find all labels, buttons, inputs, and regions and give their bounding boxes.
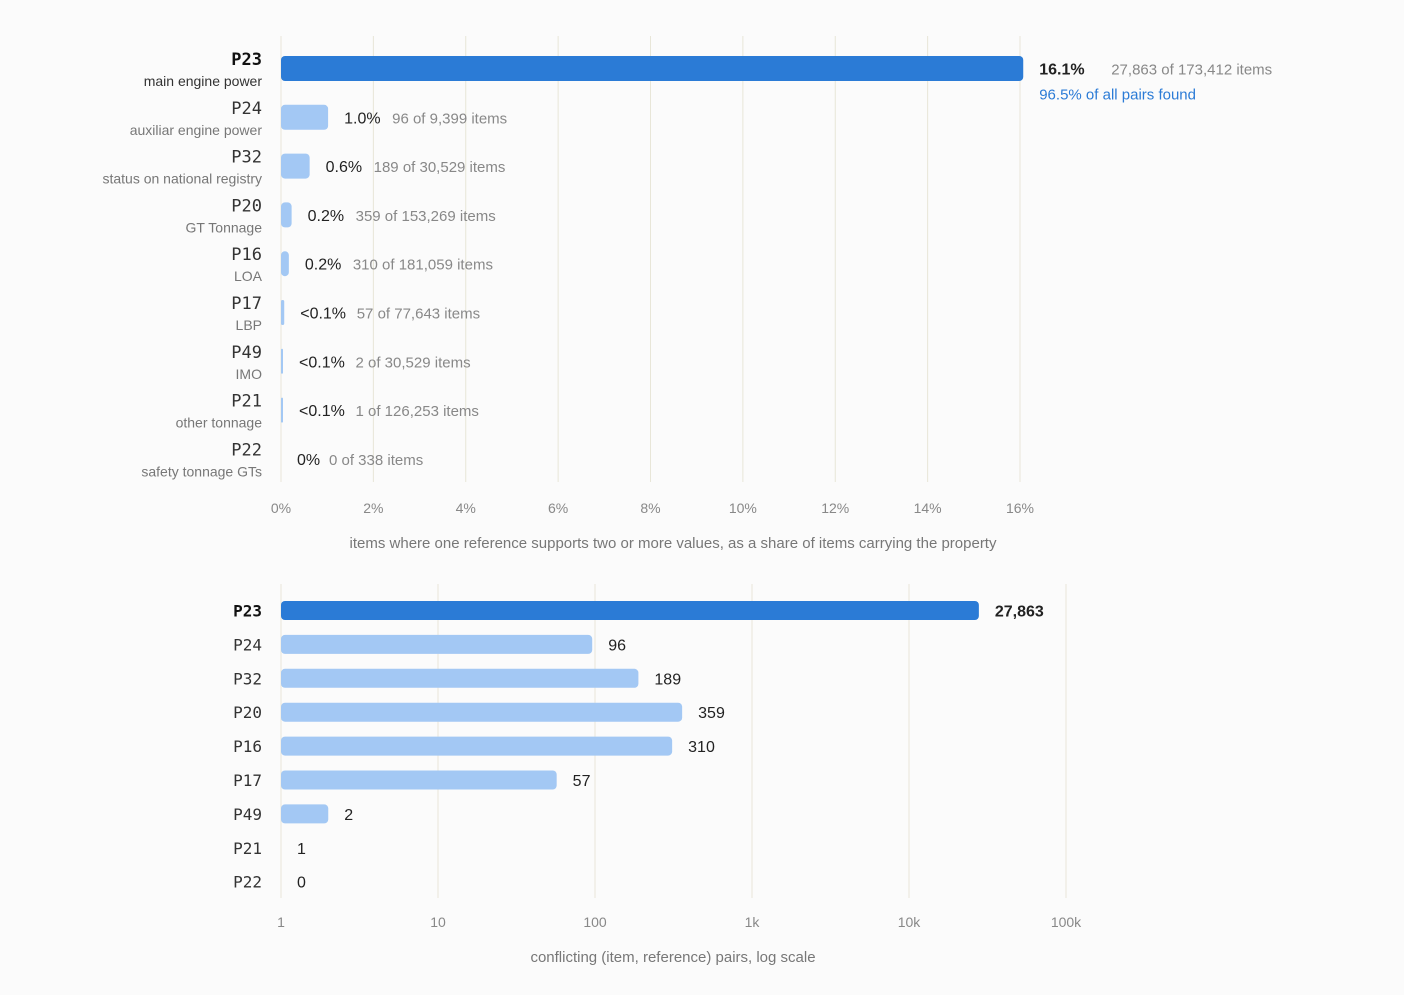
x-tick-label: 2% [363,500,383,516]
detail-label: 0 of 338 items [329,452,423,469]
bar [281,104,329,130]
detail-label: 310 of 181,059 items [353,257,493,274]
row-id-label: P22 [233,873,262,892]
detail-label: 96 of 9,399 items [392,110,507,127]
row-name-label: main engine power [144,73,263,89]
percent-label: <0.1% [300,306,346,323]
row-name-label: IMO [236,366,263,382]
bar [281,601,979,620]
row-name-label: status on national registry [102,171,262,187]
percent-label: <0.1% [299,354,345,371]
detail-label: 57 of 77,643 items [357,306,480,323]
x-tick-label: 100k [1051,914,1082,930]
row-id-label: P49 [231,343,262,363]
row-id-label: P23 [231,50,262,70]
percent-label: <0.1% [299,403,345,420]
value-label: 57 [573,773,591,790]
share-chart: 0% 2% 4% 6% 8% 10% 12% 14% 16% P23 main engine pow… [102,36,1272,552]
value-label: 359 [698,705,725,722]
percent-label: 16.1% [1039,62,1084,79]
detail-label: 359 of 153,269 items [356,208,496,225]
note-label: 96.5% of all pairs found [1039,87,1196,104]
x-tick-label: 10% [729,500,757,516]
percent-label: 0.2% [308,208,344,225]
row-id-label: P17 [233,771,262,790]
bar [281,153,310,179]
bar [281,397,283,423]
value-label: 27,863 [995,604,1044,621]
value-label: 1 [297,841,306,858]
x-tick-label: 10k [898,914,922,930]
bar [281,300,285,325]
bar [281,251,289,277]
row-id-label: P32 [231,148,262,168]
x-tick-label: 0% [271,500,291,516]
bar [281,770,557,790]
x-tick-label: 12% [821,500,849,516]
row-id-label: P24 [233,635,262,654]
bar [281,348,283,374]
row-id-label: P20 [233,703,262,722]
row-id-label: P32 [233,669,262,688]
row-name-label: auxiliar engine power [130,122,263,138]
detail-label: 2 of 30,529 items [356,354,471,371]
row-id-label: P23 [233,602,262,621]
x-axis-label: items where one reference supports two o… [350,535,997,552]
value-label: 2 [344,807,353,824]
row-id-label: P16 [231,245,262,265]
value-label: 310 [688,739,715,756]
percent-label: 1.0% [344,110,380,127]
x-tick-label: 4% [456,500,476,516]
x-axis-label: conflicting (item, reference) pairs, log… [530,949,815,966]
detail-label: 1 of 126,253 items [356,403,479,420]
row-id-label: P16 [233,737,262,756]
percent-label: 0.6% [326,159,362,176]
x-tick-label: 8% [640,500,660,516]
x-tick-label: 6% [548,500,568,516]
row-id-label: P49 [233,805,262,824]
percent-label: 0% [297,452,320,469]
row-name-label: other tonnage [176,415,263,431]
row-name-label: LBP [236,317,262,333]
detail-label: 27,863 of 173,412 items [1111,62,1272,79]
row-id-label: P22 [231,440,262,460]
row-name-label: LOA [234,268,263,284]
percent-label: 0.2% [305,257,341,274]
row-id-label: P17 [231,294,262,314]
bar [281,804,329,824]
bar [281,736,673,756]
row-id-label: P21 [233,839,262,858]
x-tick-label: 1 [277,914,285,930]
x-tick-label: 16% [1006,500,1034,516]
row-name-label: GT Tonnage [185,219,262,235]
bar [281,202,292,228]
value-label: 96 [608,637,626,654]
bar [281,56,1024,81]
row-id-label: P24 [231,99,262,119]
x-tick-label: 100 [583,914,607,930]
bar [281,702,683,722]
bar [281,634,593,654]
row-id-label: P21 [231,392,262,412]
x-tick-label: 10 [430,914,446,930]
x-tick-label: 14% [914,500,942,516]
row-id-label: P20 [231,196,262,216]
x-tick-label: 1k [745,914,761,930]
detail-label: 189 of 30,529 items [374,159,506,176]
value-label: 0 [297,875,306,892]
value-label: 189 [654,671,681,688]
row-name-label: safety tonnage GTs [141,463,262,479]
bar [281,668,639,688]
